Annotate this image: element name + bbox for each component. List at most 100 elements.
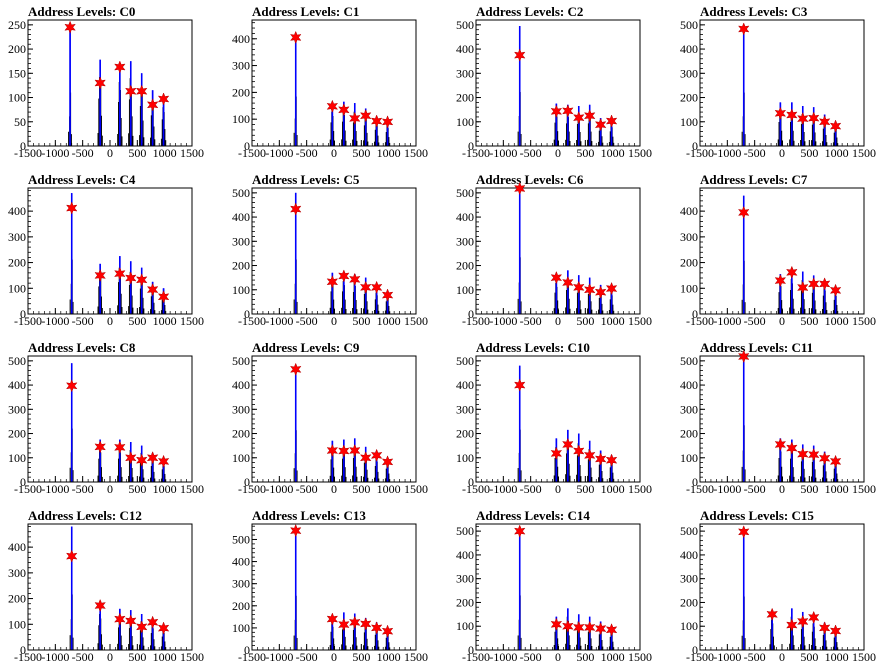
x-tick-label: 0 bbox=[331, 314, 337, 328]
y-tick-label: 200 bbox=[232, 427, 250, 441]
x-tick-label: 1500 bbox=[628, 482, 652, 496]
peak-marker bbox=[359, 280, 372, 295]
y-tick-label: 100 bbox=[8, 91, 26, 105]
chart-title: Address Levels: C5 bbox=[252, 172, 360, 187]
y-tick-label: 200 bbox=[232, 259, 250, 273]
y-tick-label: 500 bbox=[456, 524, 474, 538]
peak-marker bbox=[572, 280, 585, 295]
peak-marker bbox=[786, 618, 798, 632]
chart-panel-13: Address Levels: C13 0 100 200 300 400 500 -1500… bbox=[224, 504, 448, 672]
chart-panel-6: Address Levels: C6 0 100 200 300 400 500 -1500-… bbox=[448, 168, 672, 336]
y-tick-label: 400 bbox=[456, 548, 474, 562]
peak-marker bbox=[124, 271, 137, 285]
x-tick-label: -1500 bbox=[686, 314, 714, 328]
peak-marker bbox=[370, 621, 383, 635]
peak-marker bbox=[289, 30, 302, 45]
y-tick-label: 100 bbox=[232, 112, 250, 126]
peak-marker bbox=[338, 103, 350, 117]
histogram-plot: 0 100 200 300 400 500 -1500 -1000 -500 0 500 1000 15… bbox=[456, 18, 652, 160]
y-tick-label: 0 bbox=[468, 139, 474, 153]
y-tick-label: 400 bbox=[8, 378, 26, 392]
y-tick-label: 400 bbox=[680, 378, 698, 392]
y-tick-label: 200 bbox=[456, 427, 474, 441]
peak-marker bbox=[146, 282, 159, 297]
x-tick-label: 1500 bbox=[404, 314, 428, 328]
peak-marker bbox=[774, 106, 787, 120]
peak-marker bbox=[807, 447, 820, 462]
y-tick-label: 300 bbox=[680, 66, 698, 80]
peak-marker bbox=[114, 266, 126, 281]
y-tick-label: 300 bbox=[456, 234, 474, 248]
x-tick-label: -500 bbox=[744, 482, 766, 496]
x-tick-label: -500 bbox=[296, 650, 318, 664]
x-tick-label: 1000 bbox=[601, 314, 625, 328]
y-tick-label: 200 bbox=[8, 42, 26, 56]
y-tick-label: 400 bbox=[8, 204, 26, 218]
peak-marker bbox=[289, 202, 302, 216]
peak-marker bbox=[381, 288, 394, 302]
peak-marker bbox=[737, 22, 750, 36]
peak-marker bbox=[135, 453, 148, 467]
peak-marker bbox=[359, 617, 372, 631]
y-tick-label: 200 bbox=[456, 595, 474, 609]
chart-title: Address Levels: C13 bbox=[252, 508, 366, 523]
plot-frame bbox=[699, 187, 865, 315]
x-tick-label: -1000 bbox=[489, 146, 517, 160]
x-tick-label: 1000 bbox=[153, 146, 177, 160]
y-tick-label: 100 bbox=[232, 283, 250, 297]
histogram-plot: 0 50 100 150 200 250 -1500 -1000 -500 0 500 1000 150… bbox=[8, 18, 204, 160]
chart-title: Address Levels: C6 bbox=[476, 172, 584, 187]
x-tick-label: 0 bbox=[331, 146, 337, 160]
y-tick-label: 100 bbox=[456, 451, 474, 465]
peak-marker bbox=[157, 621, 170, 635]
y-tick-label: 100 bbox=[456, 619, 474, 633]
y-tick-label: 200 bbox=[680, 91, 698, 105]
chart-title: Address Levels: C0 bbox=[28, 4, 136, 19]
x-tick-label: -1000 bbox=[265, 482, 293, 496]
peak-marker bbox=[381, 115, 394, 129]
y-tick-label: 400 bbox=[232, 378, 250, 392]
y-tick-label: 200 bbox=[232, 85, 250, 99]
chart-title: Address Levels: C4 bbox=[28, 172, 136, 187]
y-tick-label: 0 bbox=[20, 307, 26, 321]
peak-marker bbox=[326, 275, 339, 289]
x-tick-label: -500 bbox=[72, 146, 94, 160]
chart-panel-4: Address Levels: C4 0 100 200 300 400 -1500 -100… bbox=[0, 168, 224, 336]
y-tick-label: 0 bbox=[692, 643, 698, 657]
peak-marker bbox=[550, 617, 563, 632]
peak-marker bbox=[94, 440, 106, 454]
y-tick-label: 150 bbox=[8, 66, 26, 80]
y-tick-label: 500 bbox=[232, 532, 250, 546]
chart-title: Address Levels: C11 bbox=[700, 340, 814, 355]
x-tick-label: 1000 bbox=[601, 650, 625, 664]
x-tick-label: -1500 bbox=[462, 482, 490, 496]
x-tick-label: 1000 bbox=[377, 146, 401, 160]
peak-marker bbox=[786, 108, 798, 122]
x-tick-label: -1500 bbox=[462, 314, 490, 328]
plot-frame bbox=[251, 19, 417, 147]
peak-marker bbox=[605, 114, 618, 128]
x-tick-label: 500 bbox=[352, 314, 370, 328]
x-tick-label: -1000 bbox=[489, 482, 517, 496]
peak-marker bbox=[114, 440, 126, 455]
chart-panel-7: Address Levels: C7 0 100 200 300 400 -1500 -100… bbox=[672, 168, 896, 336]
peak-marker bbox=[146, 451, 159, 465]
x-tick-label: 1000 bbox=[377, 650, 401, 664]
peak-marker bbox=[605, 281, 618, 296]
x-tick-label: -1500 bbox=[14, 482, 42, 496]
x-tick-label: -500 bbox=[296, 482, 318, 496]
x-tick-label: 0 bbox=[555, 482, 561, 496]
x-tick-label: 1500 bbox=[852, 482, 876, 496]
x-tick-label: -1000 bbox=[41, 146, 69, 160]
chart-panel-14: Address Levels: C14 0 100 200 300 400 500 -1500… bbox=[448, 504, 672, 672]
histogram-plot: 0 100 200 300 400 500 -1500 -1000 -500 0 500 1000 15… bbox=[456, 354, 652, 496]
chart-panel-15: Address Levels: C15 0 100 200 300 400 500 -1500… bbox=[672, 504, 896, 672]
peak-marker bbox=[583, 283, 596, 297]
x-tick-label: -1000 bbox=[489, 650, 517, 664]
peak-marker bbox=[562, 619, 574, 633]
x-tick-label: -1500 bbox=[462, 146, 490, 160]
y-tick-label: 300 bbox=[232, 577, 250, 591]
y-tick-label: 500 bbox=[8, 354, 26, 368]
x-tick-label: -500 bbox=[520, 314, 542, 328]
